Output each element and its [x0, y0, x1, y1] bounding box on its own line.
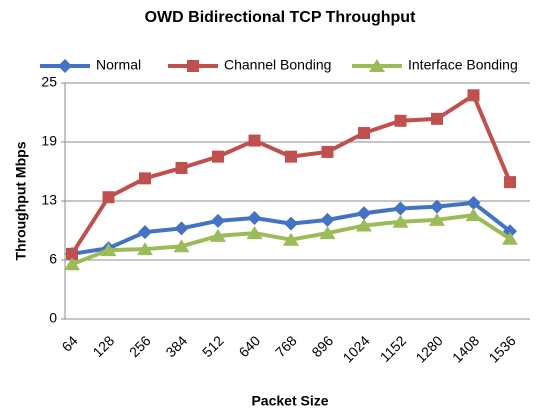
legend-label: Channel Bonding	[224, 57, 331, 73]
data-point	[211, 213, 225, 228]
y-axis-label: Throughput Mbps	[13, 141, 29, 260]
data-point	[175, 161, 188, 174]
data-point	[430, 199, 444, 214]
data-point	[502, 231, 518, 245]
legend-marker	[369, 59, 385, 72]
x-tick-label: 64	[58, 332, 80, 354]
data-point	[285, 150, 297, 163]
data-point	[393, 201, 408, 216]
legend-marker	[58, 59, 72, 73]
x-tick-label: 640	[235, 332, 263, 360]
x-tick-label: 128	[89, 332, 117, 360]
x-tick-label: 896	[308, 332, 336, 360]
legend-label: Interface Bonding	[408, 57, 518, 73]
x-tick-label: 1408	[449, 332, 482, 365]
data-point	[212, 150, 224, 163]
data-point	[138, 225, 152, 240]
data-point	[174, 221, 189, 236]
data-point	[137, 242, 153, 256]
data-point	[246, 226, 263, 240]
data-point	[64, 257, 80, 271]
x-tick-label: 512	[199, 332, 227, 360]
data-point	[392, 214, 409, 228]
data-point	[247, 210, 262, 225]
data-point	[66, 247, 78, 260]
x-tick-label: 768	[272, 332, 300, 360]
x-tick-label: 1536	[485, 332, 518, 365]
y-tick-label: 25	[41, 74, 57, 90]
x-tick-label: 256	[126, 332, 154, 360]
data-point	[102, 191, 115, 204]
data-point	[248, 134, 261, 147]
data-point	[139, 172, 151, 185]
legend-marker	[187, 60, 199, 72]
data-point	[100, 243, 117, 257]
data-point	[431, 112, 443, 125]
data-point	[467, 89, 480, 102]
data-point	[356, 218, 372, 232]
x-tick-label: 384	[162, 332, 190, 360]
data-point	[283, 232, 299, 246]
data-point	[173, 239, 190, 253]
data-point	[357, 206, 371, 221]
legend-label: Normal	[96, 57, 141, 73]
data-point	[321, 145, 334, 158]
x-tick-label: 1280	[412, 332, 445, 365]
data-point	[504, 176, 516, 189]
y-tick-label: 6	[49, 251, 57, 267]
data-point	[429, 212, 445, 226]
y-tick-label: 19	[41, 133, 57, 149]
data-point	[465, 208, 482, 222]
x-tick-label: 1024	[339, 332, 372, 365]
chart-title: OWD Bidirectional TCP Throughput	[145, 9, 416, 26]
data-point	[358, 127, 370, 140]
data-point	[394, 114, 407, 127]
data-point	[319, 226, 336, 240]
y-tick-label: 13	[41, 192, 57, 208]
x-axis-label: Packet Size	[251, 393, 328, 409]
data-point	[320, 212, 335, 227]
data-point	[284, 216, 298, 231]
data-point	[210, 228, 226, 242]
y-tick-label: 0	[49, 310, 57, 326]
data-point	[466, 195, 481, 210]
x-tick-label: 1152	[377, 332, 410, 365]
